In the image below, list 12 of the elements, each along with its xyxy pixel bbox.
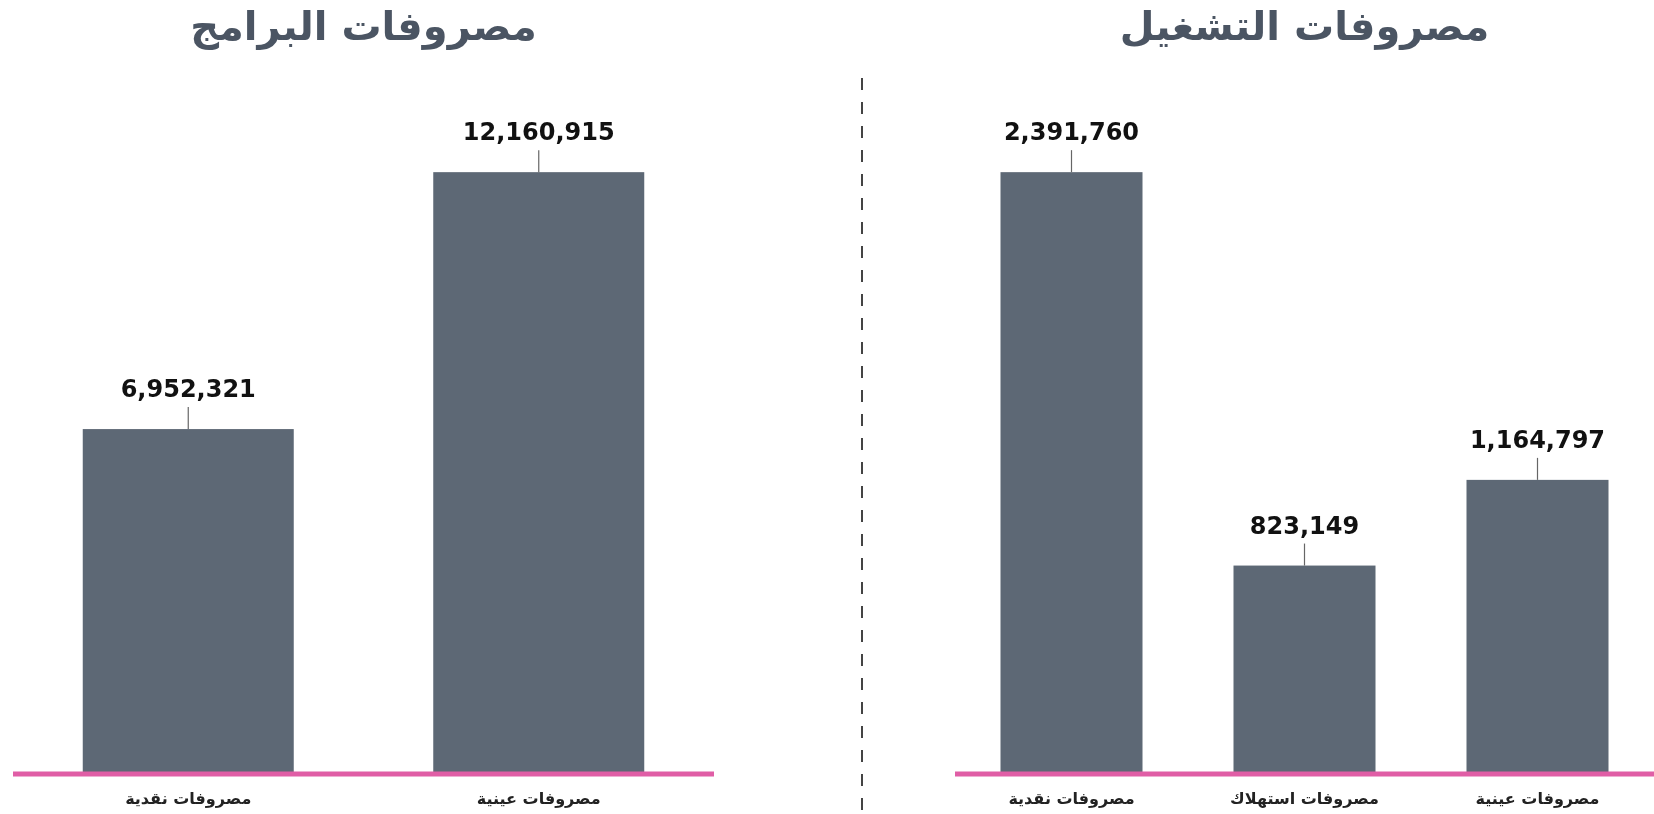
x-tick-label: مصروفات عينية <box>1475 789 1600 808</box>
chart-title: مصروفات البرامج <box>190 3 537 50</box>
x-tick-label: مصروفات نقدية <box>1008 789 1135 808</box>
x-tick-label: مصروفات استهلاك <box>1230 789 1379 808</box>
data-label: 6,952,321 <box>120 375 256 404</box>
data-label: 1,164,797 <box>1469 425 1606 454</box>
x-tick-label: مصروفات نقدية <box>125 789 252 808</box>
data-label: 12,160,915 <box>462 118 615 147</box>
chart-title: مصروفات التشغيل <box>1119 3 1490 50</box>
x-tick-label: مصروفات عينية <box>476 789 601 808</box>
data-label: 2,391,760 <box>1003 118 1140 147</box>
data-label: 823,149 <box>1249 511 1360 540</box>
